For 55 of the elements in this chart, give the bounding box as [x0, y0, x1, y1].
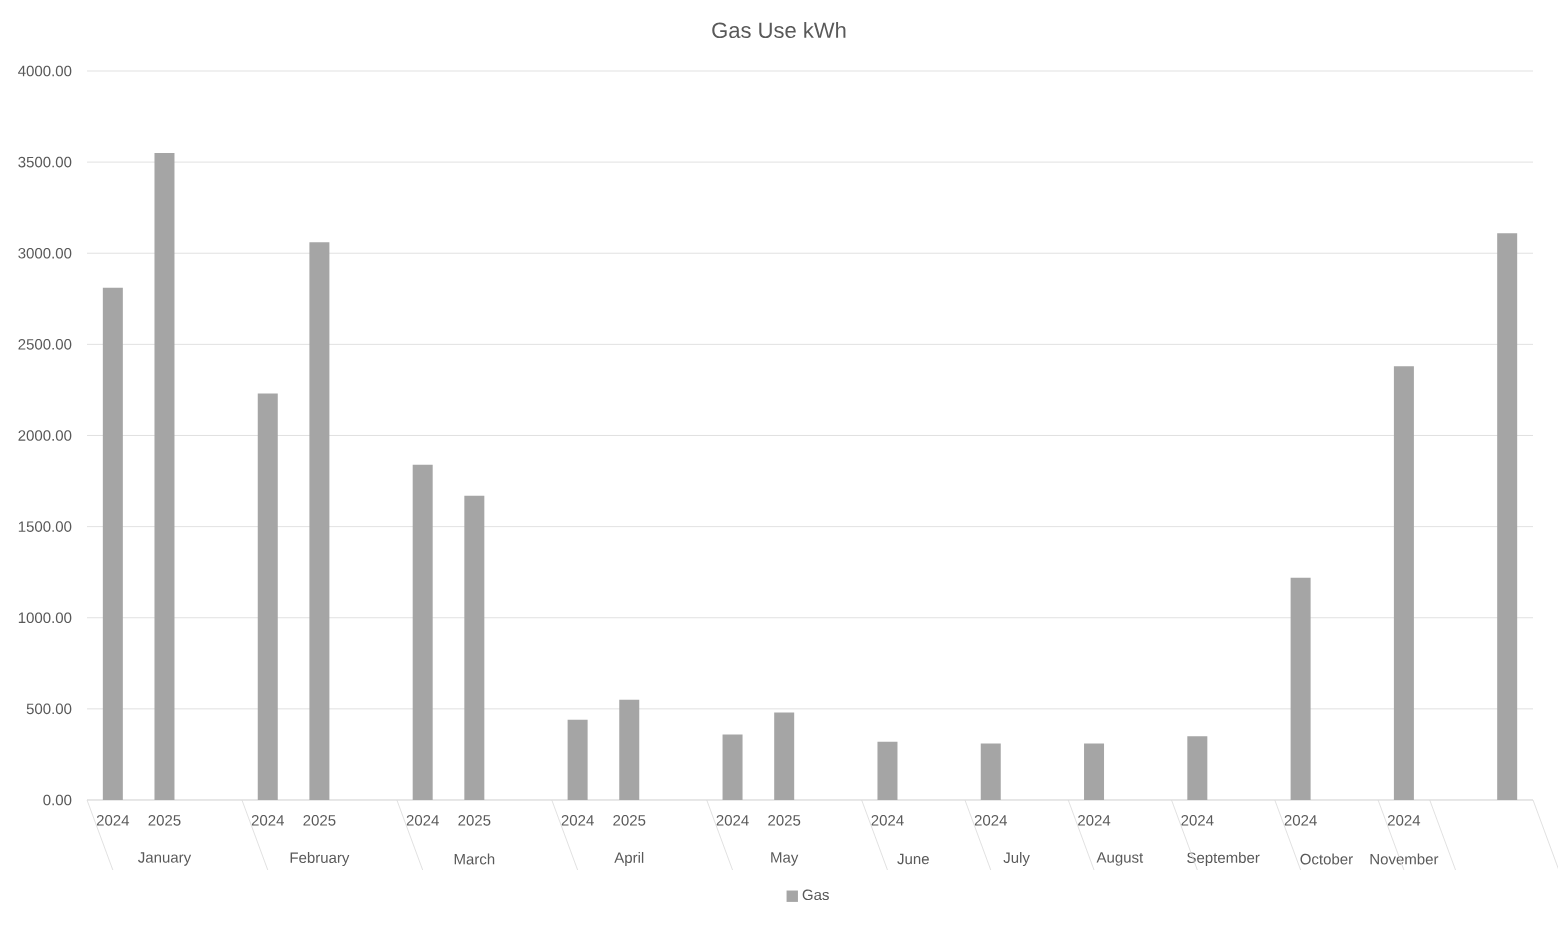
bar [1187, 736, 1208, 800]
y-tick-label: 4000.00 [18, 65, 72, 77]
text: October [1300, 853, 1353, 865]
bar [1393, 366, 1414, 800]
text: March [454, 853, 495, 865]
bar [412, 464, 433, 800]
text: July [1003, 852, 1030, 866]
y-tick-label: 1500.00 [18, 521, 72, 532]
text: June [897, 853, 929, 865]
x-tick-label: 2024 [406, 815, 439, 826]
bar [1084, 743, 1105, 800]
text: November [1370, 853, 1439, 865]
y-tick-label: 3000.00 [18, 247, 72, 259]
bar [619, 699, 640, 800]
y-tick-label: 1000.00 [18, 612, 72, 624]
bar [102, 287, 123, 800]
text: August [1096, 852, 1144, 866]
x-tick-label: 2025 [458, 815, 491, 826]
x-tick-label: 2024 [716, 815, 749, 826]
bar [1497, 233, 1518, 800]
x-tick-label: 2024 [974, 815, 1007, 826]
bar [1290, 577, 1311, 800]
y-tick-label: 500.00 [26, 703, 72, 715]
text: May [771, 852, 799, 866]
x-tick-label: 2024 [1181, 815, 1214, 826]
bar [877, 741, 898, 800]
x-tick-label: 2025 [768, 815, 801, 826]
text: April [614, 852, 644, 866]
x-tick-label: 2025 [613, 815, 646, 826]
bar [464, 495, 485, 800]
x-tick-label: 2024 [96, 815, 130, 826]
bar [722, 734, 743, 800]
y-tick-label: 2500.00 [18, 339, 72, 350]
text: September [1187, 852, 1260, 866]
chart-title: Gas Use kWh [712, 21, 846, 39]
x-tick-label: 2024 [1387, 815, 1421, 826]
x-tick-label: 2025 [148, 815, 181, 826]
bar [309, 242, 330, 800]
y-tick-label: 2000.00 [18, 430, 72, 441]
bar [980, 743, 1001, 800]
x-tick-label: 2024 [561, 815, 594, 826]
x-tick-label: 2024 [251, 815, 284, 826]
y-tick-label: 0.00 [43, 794, 72, 806]
text: February [290, 852, 350, 866]
bar [154, 153, 175, 800]
x-tick-label: 2024 [1078, 815, 1111, 826]
x-tick-label: 2024 [1284, 815, 1317, 826]
y-tick-label: 3500.00 [18, 156, 72, 168]
legend-label: Gas [802, 889, 829, 901]
bar [257, 393, 278, 800]
x-tick-label: 2025 [303, 815, 336, 826]
bar [567, 719, 588, 800]
text: January [138, 852, 192, 866]
bar [774, 712, 795, 800]
x-tick-label: 2024 [871, 815, 904, 826]
